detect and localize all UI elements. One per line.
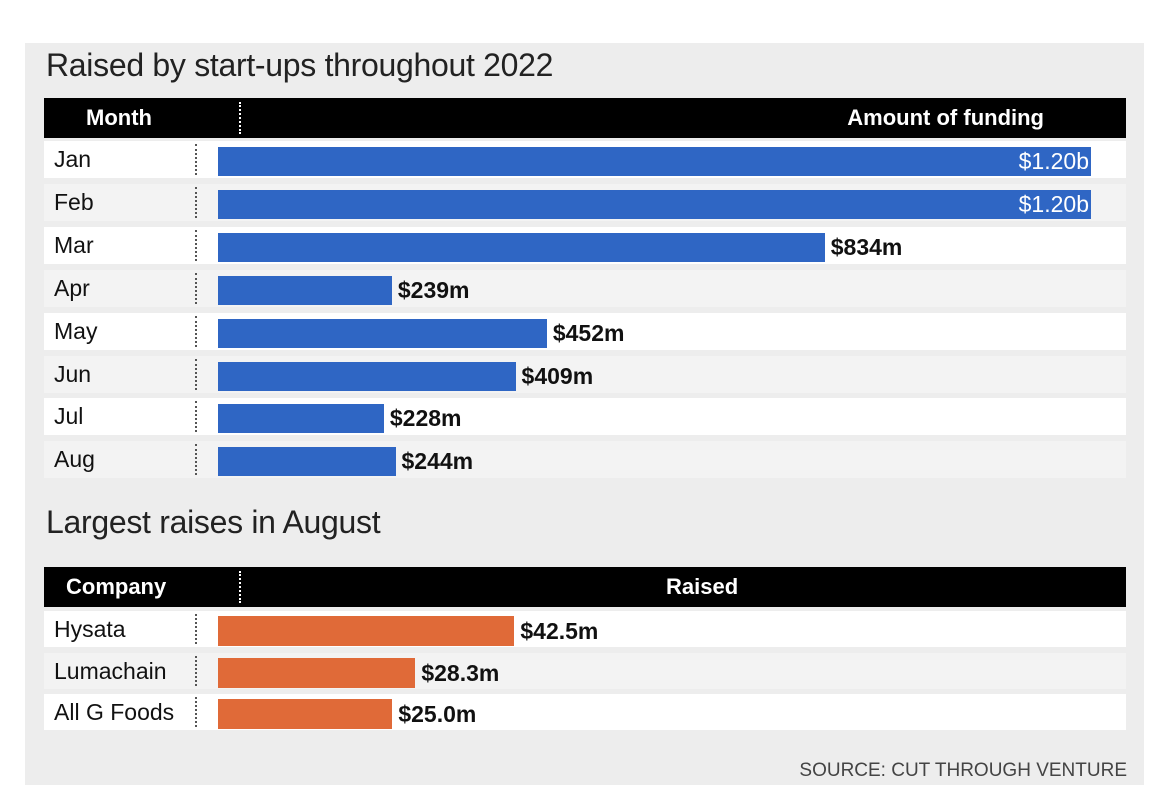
bar (218, 318, 547, 348)
row-divider (195, 444, 197, 476)
chart-title: Raised by start-ups throughout 2022 (46, 47, 554, 83)
bar (218, 361, 516, 391)
chart-title: Largest raises in August (46, 504, 381, 540)
category-label: Jul (54, 403, 84, 430)
row-divider (195, 144, 197, 175)
category-label: Mar (54, 231, 94, 258)
bar (218, 147, 1091, 176)
bar (218, 275, 392, 305)
data-label: $239m (397, 276, 470, 303)
bar (218, 189, 1091, 219)
row-divider (195, 655, 197, 686)
category-column-header: Company (66, 574, 167, 599)
table-row: Lumachain $28.3m (44, 652, 1126, 689)
category-column-header: Month (86, 105, 152, 130)
value-column-header: Raised (666, 574, 739, 599)
data-label: $42.5m (520, 618, 599, 644)
table-header: Company Raised (44, 567, 1126, 607)
table-row: Apr $239m (44, 269, 1126, 307)
table-row: Jun $409m (44, 355, 1126, 393)
source-note: SOURCE: CUT THROUGH VENTURE (799, 760, 1127, 781)
category-label: Jan (54, 146, 92, 172)
bar (218, 232, 825, 262)
row-divider (195, 229, 197, 261)
bar (218, 699, 393, 729)
category-label: Feb (54, 188, 94, 215)
bar (218, 616, 515, 646)
header-divider (239, 102, 241, 134)
category-label: Aug (54, 446, 95, 473)
category-label: All G Foods (54, 699, 175, 725)
data-label: $25.0m (398, 701, 477, 727)
category-label: Hysata (54, 616, 126, 642)
row-divider (195, 614, 197, 644)
table-row: Mar $834m (44, 226, 1126, 264)
data-label: $409m (521, 362, 594, 389)
data-label: $228m (389, 405, 462, 432)
table-row: Aug $244m (44, 441, 1126, 479)
data-label: $452m (552, 319, 625, 346)
data-label: $28.3m (421, 659, 500, 686)
category-label: May (54, 317, 98, 344)
table-row: All G Foods $25.0m (44, 694, 1126, 730)
data-label: $1.20b (1018, 190, 1089, 217)
row-divider (195, 272, 197, 304)
bar (218, 404, 384, 434)
data-label: $834m (830, 233, 903, 260)
row-divider (195, 186, 197, 218)
table-header: Month Amount of funding (44, 98, 1126, 138)
row-divider (195, 315, 197, 347)
data-label: $244m (401, 448, 474, 475)
table-row: Hysata $42.5m (44, 611, 1126, 647)
category-label: Apr (54, 274, 90, 301)
bar (218, 657, 416, 688)
bar (218, 447, 396, 477)
header-divider (239, 571, 241, 603)
data-label: $1.20b (1018, 148, 1089, 174)
row-divider (195, 401, 197, 433)
row-divider (195, 697, 197, 727)
row-divider (195, 358, 197, 390)
table-row: Jan $1.20b (44, 141, 1126, 178)
table-row: May $452m (44, 312, 1126, 350)
value-column-header: Amount of funding (847, 105, 1044, 130)
category-label: Lumachain (54, 657, 167, 684)
table-row: Jul $228m (44, 398, 1126, 436)
category-label: Jun (54, 360, 92, 387)
table-row: Feb $1.20b (44, 183, 1126, 221)
